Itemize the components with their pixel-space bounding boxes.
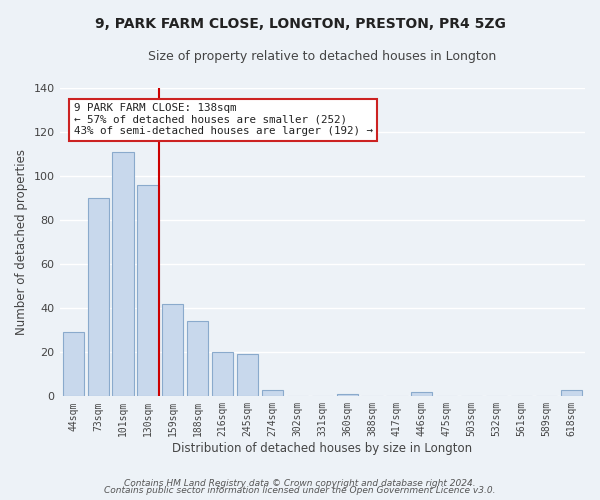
- Bar: [112, 152, 134, 396]
- Text: Contains HM Land Registry data © Crown copyright and database right 2024.: Contains HM Land Registry data © Crown c…: [124, 478, 476, 488]
- Bar: [187, 322, 208, 396]
- Y-axis label: Number of detached properties: Number of detached properties: [15, 149, 28, 335]
- Bar: [162, 304, 184, 396]
- Text: 9, PARK FARM CLOSE, LONGTON, PRESTON, PR4 5ZG: 9, PARK FARM CLOSE, LONGTON, PRESTON, PR…: [95, 18, 505, 32]
- Bar: [411, 392, 433, 396]
- Bar: [237, 354, 258, 397]
- Bar: [137, 185, 158, 396]
- Bar: [337, 394, 358, 396]
- Bar: [561, 390, 582, 396]
- X-axis label: Distribution of detached houses by size in Longton: Distribution of detached houses by size …: [172, 442, 472, 455]
- Text: 9 PARK FARM CLOSE: 138sqm
← 57% of detached houses are smaller (252)
43% of semi: 9 PARK FARM CLOSE: 138sqm ← 57% of detac…: [74, 103, 373, 136]
- Title: Size of property relative to detached houses in Longton: Size of property relative to detached ho…: [148, 50, 496, 63]
- Text: Contains public sector information licensed under the Open Government Licence v3: Contains public sector information licen…: [104, 486, 496, 495]
- Bar: [212, 352, 233, 397]
- Bar: [62, 332, 84, 396]
- Bar: [88, 198, 109, 396]
- Bar: [262, 390, 283, 396]
